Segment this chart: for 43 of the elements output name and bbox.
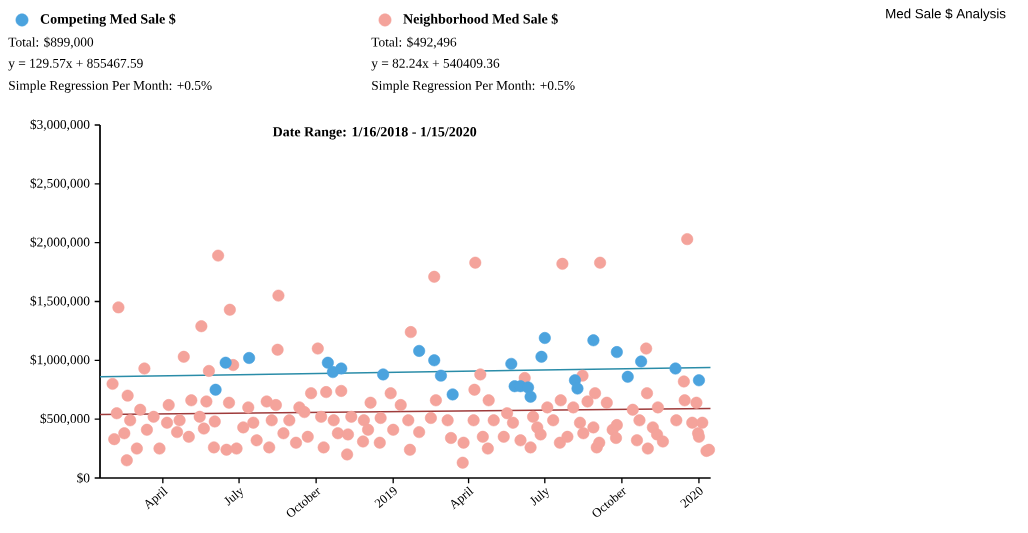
point — [243, 351, 256, 364]
chart-subtitle: Date Range: 1/16/2018 - 1/15/2020 — [272, 127, 477, 140]
point — [669, 362, 682, 375]
point — [692, 374, 705, 387]
text: Simple Regression Per Month: +0.5% — [9, 80, 212, 93]
legend-label: Neighborhood Med Sale $ — [403, 13, 558, 27]
x-tick-label: 2019 — [374, 487, 397, 508]
y-tick-label: $1,500,000 — [30, 295, 90, 308]
legend-label: Competing Med Sale $ — [40, 13, 176, 27]
text: Simple Regression Per Month: +0.5% — [372, 80, 575, 93]
point — [428, 354, 441, 367]
y-tick-label: $2,500,000 — [30, 177, 90, 190]
point — [621, 370, 634, 383]
x-tick-label: July — [224, 487, 243, 506]
point — [413, 344, 426, 357]
text: Total: $492,496 — [371, 36, 457, 49]
point — [635, 355, 648, 368]
text: Total: $899,000 — [8, 36, 94, 49]
point — [446, 388, 459, 401]
point — [434, 369, 447, 382]
point — [524, 390, 537, 403]
point — [377, 368, 390, 381]
point — [505, 357, 518, 370]
y-tick-label: $2,000,000 — [30, 236, 90, 249]
y-tick-label: $500,000 — [40, 413, 90, 426]
y-tick-label: $3,000,000 — [30, 119, 90, 131]
point — [610, 346, 623, 359]
y-tick-label: $0 — [77, 472, 90, 484]
point — [335, 362, 348, 375]
text: y = 129.57x + 855467.59 — [8, 58, 143, 71]
x-tick-label: 2020 — [680, 487, 703, 508]
point — [535, 350, 548, 363]
text: Med Sale $ Analysis — [886, 8, 1006, 22]
point — [522, 381, 535, 394]
y-tick-label: $1,000,000 — [30, 354, 90, 367]
x-tick-label: July — [529, 487, 549, 506]
point — [571, 382, 584, 395]
point — [219, 356, 232, 369]
point — [587, 334, 600, 347]
point — [538, 331, 551, 344]
point — [209, 383, 222, 396]
point — [321, 356, 334, 369]
text: y = 82.24x + 540409.36 — [371, 58, 500, 71]
